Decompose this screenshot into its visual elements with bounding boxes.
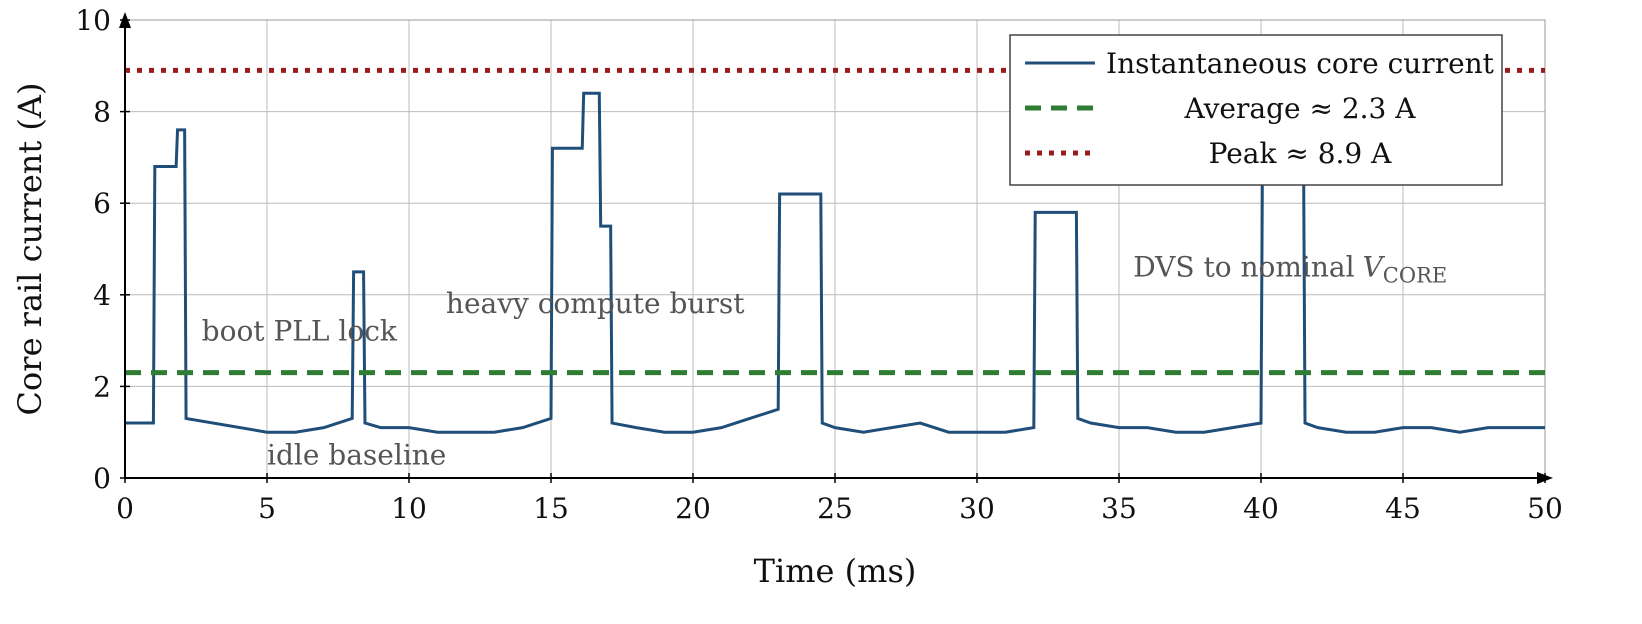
y-tick-label: 10 [75, 4, 111, 37]
y-tick-label: 4 [93, 279, 111, 312]
y-tick-label: 8 [93, 96, 111, 129]
y-tick-label: 6 [93, 187, 111, 220]
x-tick-label: 30 [959, 492, 995, 525]
tick-labels: 0 5 10 15 20 25 30 35 40 45 50 0 2 4 6 8 10 [75, 4, 1562, 525]
legend-label-0: Instantaneous core current [1106, 47, 1495, 80]
x-tick-label: 15 [533, 492, 569, 525]
annotation-3: DVS to nominal VCORE [1133, 250, 1447, 287]
x-tick-label: 25 [817, 492, 853, 525]
legend-label-1: Average ≈ 2.3 A [1184, 92, 1417, 125]
x-tick-label: 20 [675, 492, 711, 525]
legend-label-2: Peak ≈ 8.9 A [1209, 137, 1393, 170]
x-tick-label: 35 [1101, 492, 1137, 525]
y-tick-label: 0 [93, 462, 111, 495]
x-axis-label: Time (ms) [754, 552, 917, 590]
annotations: boot PLL lock idle baseline heavy compute … [202, 250, 1448, 471]
legend: Instantaneous core current Average ≈ 2.3 … [1009, 34, 1503, 186]
y-axis-label: Core rail current (A) [11, 83, 49, 416]
annotation-0: boot PLL lock [202, 315, 398, 348]
y-tick-label: 2 [93, 370, 111, 403]
x-tick-label: 40 [1243, 492, 1279, 525]
annotation-1: idle baseline [267, 438, 446, 471]
annotation-2: heavy compute burst [446, 287, 745, 320]
x-tick-label: 5 [258, 492, 276, 525]
x-tick-label: 10 [391, 492, 427, 525]
x-tick-label: 50 [1527, 492, 1563, 525]
x-tick-label: 45 [1385, 492, 1421, 525]
x-tick-label: 0 [116, 492, 134, 525]
